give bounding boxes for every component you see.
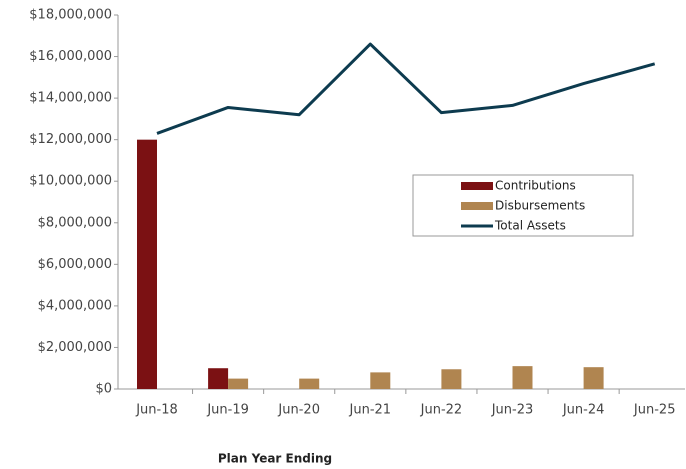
x-tick-label: Jun-23 (491, 403, 534, 418)
legend-swatch (461, 202, 493, 210)
x-tick-label: Jun-18 (135, 403, 178, 418)
y-tick-label: $14,000,000 (29, 91, 112, 106)
bar (583, 367, 604, 389)
y-tick-label: $2,000,000 (38, 340, 112, 355)
bar (441, 369, 462, 389)
bar (299, 378, 320, 389)
x-tick-label: Jun-24 (562, 403, 605, 418)
x-tick-label: Jun-21 (349, 403, 392, 418)
y-tick-label: $6,000,000 (38, 257, 112, 272)
x-tick-label: Jun-19 (206, 403, 249, 418)
legend-box (412, 174, 634, 237)
x-tick-label: Jun-20 (277, 403, 320, 418)
legend-label: Contributions (495, 179, 576, 193)
line (156, 42, 656, 135)
legend-label: Total Assets (494, 219, 566, 233)
legend-swatch (461, 182, 493, 190)
y-tick-label: $0 (95, 382, 112, 397)
x-axis-title: Plan Year Ending (218, 452, 332, 466)
x-tick-label: Jun-22 (420, 403, 463, 418)
y-tick-label: $4,000,000 (38, 298, 112, 313)
y-tick-label: $18,000,000 (29, 8, 112, 23)
bar (370, 372, 391, 389)
y-tick-label: $16,000,000 (29, 49, 112, 64)
y-tick-label: $8,000,000 (38, 215, 112, 230)
bar (208, 368, 229, 389)
x-tick-label: Jun-25 (633, 403, 676, 418)
bar (512, 366, 533, 389)
bar (228, 378, 249, 389)
bar (137, 139, 157, 389)
y-tick-label: $10,000,000 (29, 174, 112, 189)
y-tick-label: $12,000,000 (29, 132, 112, 147)
legend-label: Disbursements (495, 199, 585, 213)
